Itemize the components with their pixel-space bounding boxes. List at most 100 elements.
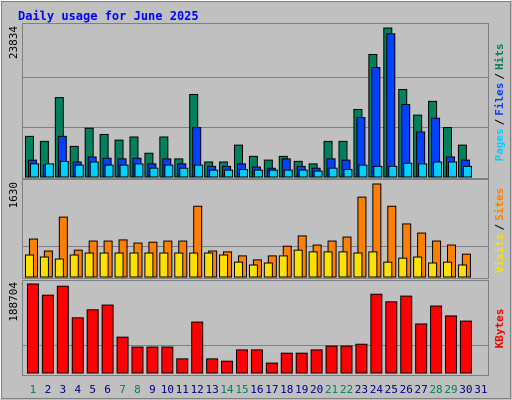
bar <box>179 167 189 178</box>
legend-entry: Pages <box>493 128 506 161</box>
panel-frame <box>22 179 489 279</box>
x-tick-label: 7 <box>119 383 126 396</box>
x-tick-label: 18 <box>280 383 293 396</box>
bar <box>355 343 368 374</box>
bar <box>235 349 248 374</box>
x-tick-label: 1 <box>30 383 37 396</box>
bar <box>101 304 114 374</box>
y-tick-label: 23834 <box>7 26 20 59</box>
legend-entry: Hits <box>493 44 506 71</box>
bar <box>71 317 84 374</box>
bar <box>298 169 308 178</box>
bar <box>283 169 293 178</box>
bar <box>358 164 368 178</box>
bar <box>224 169 234 178</box>
bar <box>343 168 353 178</box>
bar <box>250 349 263 374</box>
bar <box>403 162 413 178</box>
bar <box>24 254 34 278</box>
bar <box>383 261 393 278</box>
bar <box>325 345 338 374</box>
bar <box>159 252 169 278</box>
bar <box>265 362 278 374</box>
bar <box>385 301 398 374</box>
legend-entry: Visits <box>493 234 506 274</box>
bar <box>310 349 323 374</box>
x-tick-label: 25 <box>385 383 398 396</box>
x-tick-label: 3 <box>60 383 67 396</box>
bar <box>400 295 413 374</box>
bar <box>338 251 348 278</box>
bar <box>39 256 49 278</box>
bar <box>308 251 318 278</box>
panel-frame <box>22 23 489 179</box>
legend: Visits / Sites <box>493 188 506 274</box>
bar <box>353 252 363 278</box>
bar <box>56 285 69 374</box>
bar <box>238 168 248 178</box>
bar <box>194 164 204 178</box>
x-tick-label: 17 <box>265 383 278 396</box>
y-tick-label: 1630 <box>7 182 20 209</box>
bar <box>99 252 109 278</box>
bar <box>233 261 243 278</box>
bar <box>146 346 159 374</box>
bar <box>134 163 144 178</box>
legend-entry: Files <box>493 83 506 116</box>
bar <box>459 320 472 374</box>
bar <box>248 264 258 278</box>
bar <box>189 252 199 278</box>
bar <box>219 254 229 278</box>
bar <box>370 293 383 374</box>
bar <box>41 294 54 374</box>
x-tick-label: 2 <box>45 383 52 396</box>
bar <box>268 169 278 178</box>
legend-separator: / <box>493 118 506 125</box>
bar <box>69 254 79 278</box>
x-tick-label: 21 <box>325 383 338 396</box>
legend-entry: KBytes <box>493 309 506 349</box>
x-tick-label: 29 <box>444 383 457 396</box>
x-tick-label: 16 <box>250 383 263 396</box>
bar <box>328 167 338 178</box>
x-tick-label: 13 <box>206 383 219 396</box>
bar <box>413 256 423 278</box>
x-tick-label: 5 <box>89 383 96 396</box>
x-tick-label: 15 <box>235 383 248 396</box>
x-tick-label: 11 <box>176 383 189 396</box>
bar <box>221 360 234 374</box>
bar <box>443 261 453 278</box>
bar <box>293 249 303 278</box>
bar <box>176 358 189 374</box>
bar <box>415 323 428 374</box>
x-tick-label: 19 <box>295 383 308 396</box>
x-tick-label: 20 <box>310 383 323 396</box>
bar <box>388 165 398 178</box>
bar <box>114 252 124 278</box>
bar <box>323 251 333 278</box>
bar <box>430 305 443 374</box>
x-tick-label: 30 <box>459 383 472 396</box>
bar <box>164 164 174 178</box>
bar <box>295 352 308 374</box>
bar <box>368 251 378 278</box>
bar <box>457 264 467 278</box>
x-tick-label: 8 <box>134 383 141 396</box>
bar <box>209 169 219 178</box>
bar <box>445 315 458 374</box>
bar <box>428 262 438 278</box>
bar <box>448 161 458 178</box>
bar <box>206 358 219 374</box>
bar <box>131 346 144 374</box>
x-tick-label: 24 <box>370 383 384 396</box>
x-tick-label: 27 <box>415 383 428 396</box>
bar <box>386 33 396 178</box>
bar <box>174 252 184 278</box>
y-tick-label: 188704 <box>7 282 20 322</box>
bar <box>74 164 84 178</box>
bar <box>418 163 428 178</box>
bar <box>263 262 273 278</box>
bar <box>119 164 129 178</box>
